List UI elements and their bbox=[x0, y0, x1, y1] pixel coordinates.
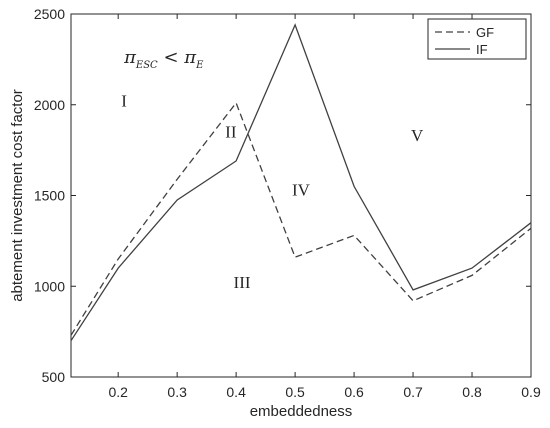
region-label: V bbox=[411, 126, 424, 145]
condition-pi-2: π bbox=[183, 47, 197, 68]
legend-label-gf: GF bbox=[476, 25, 494, 40]
y-tick-label: 2500 bbox=[34, 6, 65, 22]
legend-label-if: IF bbox=[476, 42, 488, 57]
tick-labels: 0.2 0.3 0.4 0.5 0.6 0.7 0.8 0.9 500 1000 1500 2000 2… bbox=[34, 6, 541, 400]
x-tick-label: 0.3 bbox=[167, 384, 187, 400]
y-tick-label: 1000 bbox=[34, 278, 65, 294]
series-line-gf bbox=[70, 101, 532, 336]
axis-ticks bbox=[71, 13, 532, 378]
region-label: II bbox=[225, 122, 237, 141]
series-layer bbox=[70, 23, 532, 342]
y-tick-label: 2000 bbox=[34, 97, 65, 113]
y-tick-label: 500 bbox=[42, 369, 66, 385]
plot-area bbox=[70, 13, 532, 378]
series-line-if bbox=[70, 23, 532, 342]
x-tick-label: 0.9 bbox=[521, 384, 541, 400]
legend: GF IF bbox=[427, 18, 527, 60]
condition-operator: < bbox=[158, 47, 185, 68]
region-label: III bbox=[234, 273, 251, 292]
y-tick-label: 1500 bbox=[34, 188, 65, 204]
x-tick-label: 0.8 bbox=[462, 384, 482, 400]
condition-subscript-2: E bbox=[195, 60, 204, 71]
condition-pi-1: π bbox=[123, 47, 137, 68]
x-tick-label: 0.7 bbox=[403, 384, 423, 400]
condition-annotation: πESC < πE bbox=[123, 47, 204, 71]
y-axis-label: abtement investment cost factor bbox=[9, 89, 26, 302]
x-tick-label: 0.5 bbox=[285, 384, 305, 400]
condition-subscript-1: ESC bbox=[135, 60, 158, 71]
region-label: I bbox=[121, 92, 127, 111]
x-tick-label: 0.6 bbox=[344, 384, 364, 400]
region-label: IV bbox=[292, 181, 311, 200]
x-axis-label: embeddedness bbox=[250, 403, 353, 420]
x-tick-label: 0.2 bbox=[108, 384, 128, 400]
legend-box bbox=[427, 18, 527, 60]
x-tick-label: 0.4 bbox=[226, 384, 246, 400]
